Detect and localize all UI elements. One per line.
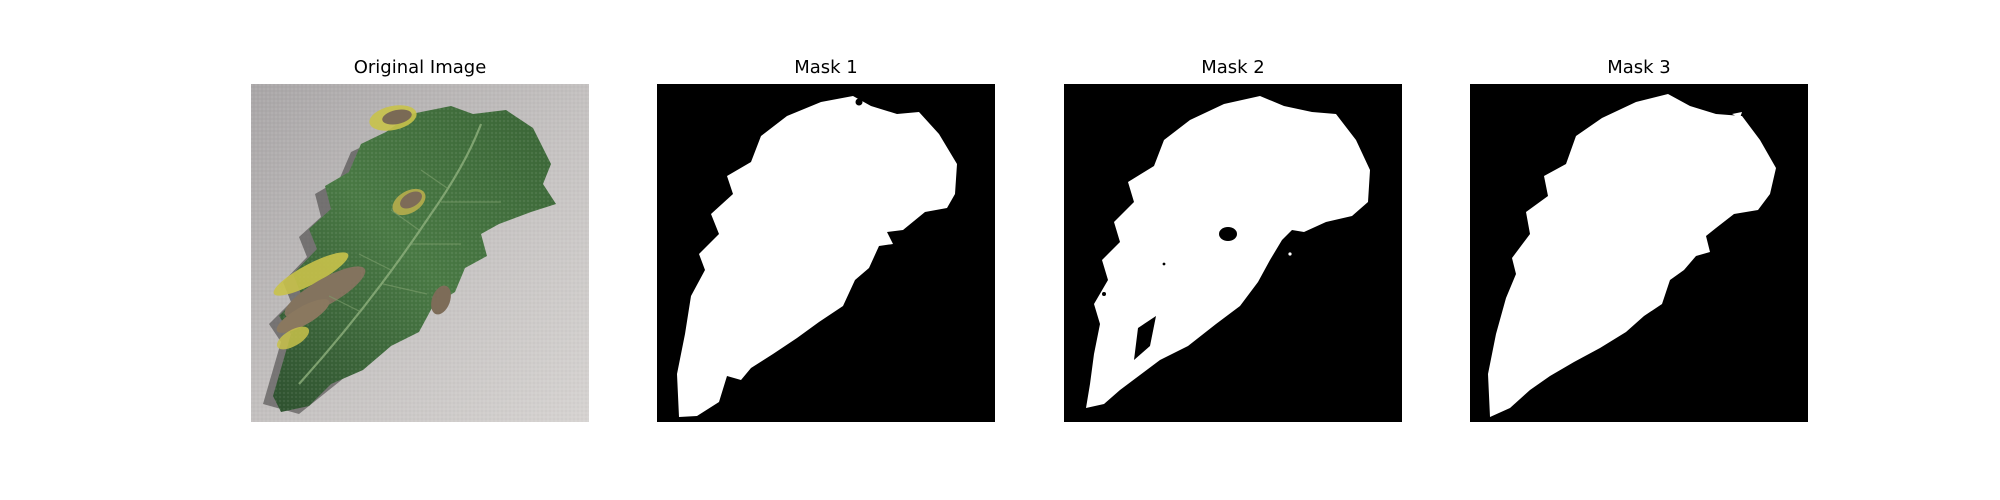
panel-title-mask-1: Mask 1 (794, 57, 858, 78)
mask-1 (657, 84, 995, 422)
mask-3 (1470, 84, 1808, 422)
mask-1-image (657, 84, 995, 422)
leaf-midrib (298, 123, 483, 385)
leaf-photo (251, 84, 589, 422)
mask-3-region (1488, 94, 1776, 417)
mask-3-image (1470, 84, 1808, 422)
mask-2 (1064, 84, 1402, 422)
panel-title-mask-2: Mask 2 (1201, 57, 1265, 78)
mask-2-image (1064, 84, 1402, 422)
original-image (251, 84, 589, 422)
panel-title-original: Original Image (353, 57, 487, 78)
panel-title-mask-3: Mask 3 (1607, 57, 1671, 78)
mask-2-region (1086, 96, 1370, 408)
mask-1-region (677, 96, 957, 417)
